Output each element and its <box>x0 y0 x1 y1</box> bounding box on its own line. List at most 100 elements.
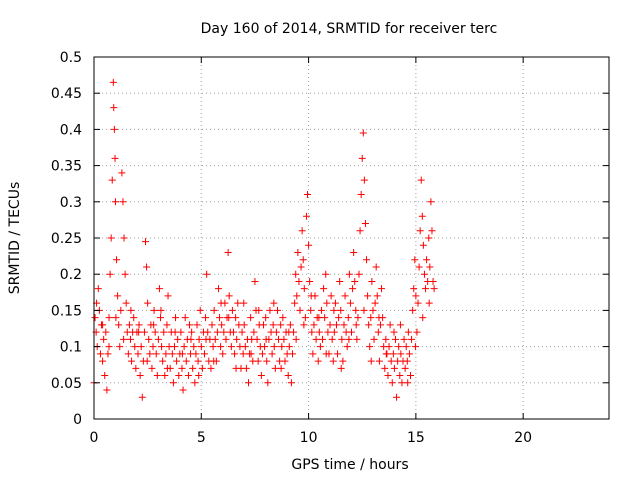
data-point-plus <box>322 270 330 278</box>
data-point-plus <box>397 350 405 358</box>
data-point-plus <box>428 227 436 235</box>
data-point-plus <box>277 321 285 329</box>
data-point-plus <box>312 335 320 343</box>
data-point-plus <box>429 277 437 285</box>
data-point-plus <box>315 328 323 336</box>
plot-frame <box>93 56 610 420</box>
data-point-plus <box>358 154 366 162</box>
data-point-plus <box>344 314 352 322</box>
data-point-plus <box>262 335 270 343</box>
data-point-plus <box>415 263 423 271</box>
data-point-plus <box>112 314 120 322</box>
data-point-plus <box>359 129 367 137</box>
data-point-plus <box>231 350 239 358</box>
data-point-plus <box>209 343 217 351</box>
data-point-plus <box>352 306 360 314</box>
data-point-plus <box>330 328 338 336</box>
data-point-plus <box>227 343 235 351</box>
data-point-plus <box>293 292 301 300</box>
data-point-plus <box>360 176 368 184</box>
data-point-plus <box>203 270 211 278</box>
data-point-plus <box>168 350 176 358</box>
data-point-plus <box>96 350 104 358</box>
data-point-plus <box>188 328 196 336</box>
data-point-plus <box>178 364 186 372</box>
data-point-plus <box>286 321 294 329</box>
data-point-plus <box>114 292 122 300</box>
data-point-plus <box>345 335 353 343</box>
data-point-plus <box>292 335 300 343</box>
data-point-plus <box>350 248 358 256</box>
data-point-plus <box>369 306 377 314</box>
data-point-plus <box>349 285 357 293</box>
data-point-plus <box>340 321 348 329</box>
data-point-plus <box>164 292 172 300</box>
data-point-plus <box>314 357 322 365</box>
data-point-plus <box>109 78 117 86</box>
data-point-plus <box>145 335 153 343</box>
data-point-plus <box>414 299 422 307</box>
data-point-plus <box>404 328 412 336</box>
data-point-plus <box>266 306 274 314</box>
data-point-plus <box>390 364 398 372</box>
data-point-plus <box>207 364 215 372</box>
data-point-plus <box>309 350 317 358</box>
data-point-plus <box>151 328 159 336</box>
data-point-plus <box>323 299 331 307</box>
data-point-plus <box>310 321 318 329</box>
data-point-plus <box>425 234 433 242</box>
data-point-plus <box>257 372 265 380</box>
y-tick-label: 0.5 <box>60 50 82 66</box>
data-point-plus <box>131 343 139 351</box>
y-tick-label: 0.45 <box>51 86 82 102</box>
data-point-plus <box>374 328 382 336</box>
data-point-plus <box>412 292 420 300</box>
data-point-plus <box>285 328 293 336</box>
data-point-plus <box>281 357 289 365</box>
data-point-plus <box>102 328 110 336</box>
data-point-plus <box>138 393 146 401</box>
data-point-plus <box>404 379 412 387</box>
data-point-plus <box>157 306 165 314</box>
data-point-plus <box>387 357 395 365</box>
data-point-plus <box>373 292 381 300</box>
data-point-plus <box>395 343 403 351</box>
grid <box>94 57 609 419</box>
data-point-plus <box>159 357 167 365</box>
data-point-plus <box>217 299 225 307</box>
data-point-plus <box>306 277 314 285</box>
x-tick-label: 20 <box>514 430 532 446</box>
data-point-plus <box>217 343 225 351</box>
data-point-plus <box>296 306 304 314</box>
x-tick-label: 5 <box>197 430 206 446</box>
x-tick-label: 0 <box>90 430 99 446</box>
data-point-plus <box>355 270 363 278</box>
data-point-plus <box>263 357 271 365</box>
data-point-plus <box>341 292 349 300</box>
data-point-plus <box>413 328 421 336</box>
data-point-plus <box>351 277 359 285</box>
data-point-plus <box>376 321 384 329</box>
data-point-plus <box>356 227 364 235</box>
data-point-plus <box>396 321 404 329</box>
data-point-plus <box>229 328 237 336</box>
data-point-plus <box>250 328 258 336</box>
data-point-plus <box>261 343 269 351</box>
data-point-plus <box>122 299 130 307</box>
data-point-plus <box>103 386 111 394</box>
data-point-plus <box>198 364 206 372</box>
data-point-plus <box>420 270 428 278</box>
y-tick-label: 0 <box>73 412 82 428</box>
data-point-plus <box>100 335 108 343</box>
data-point-plus <box>169 379 177 387</box>
data-point-plus <box>390 328 398 336</box>
data-point-plus <box>232 364 240 372</box>
data-point-plus <box>324 328 332 336</box>
data-point-plus <box>240 299 248 307</box>
data-point-plus <box>400 335 408 343</box>
data-point-plus <box>372 263 380 271</box>
x-axis-ticks: 0 5 10 15 20 <box>90 57 532 446</box>
data-point-plus <box>270 299 278 307</box>
data-point-plus <box>285 343 293 351</box>
data-point-plus <box>180 343 188 351</box>
